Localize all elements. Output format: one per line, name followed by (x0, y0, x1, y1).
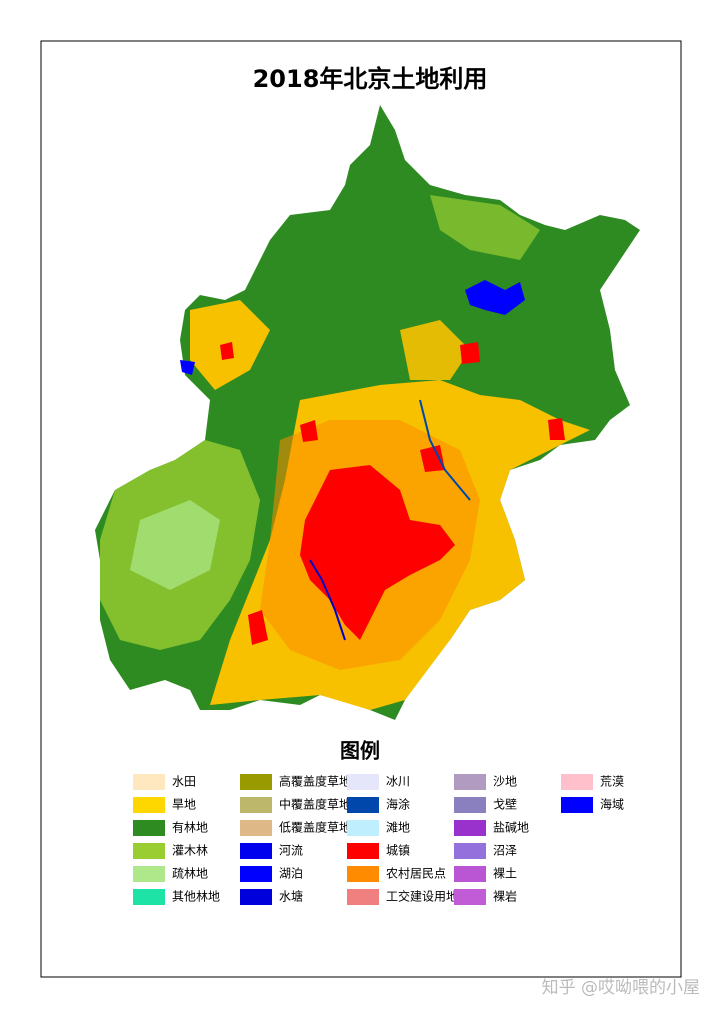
legend-label: 海涂 (386, 797, 410, 812)
legend-swatch (240, 843, 272, 859)
legend-swatch (347, 866, 379, 882)
legend-label: 高覆盖度草地 (279, 774, 351, 789)
legend-title: 图例 (340, 739, 380, 763)
legend-swatch (240, 797, 272, 813)
legend-label: 盐碱地 (493, 821, 529, 835)
legend-swatch (454, 797, 486, 813)
legend-swatch (133, 866, 165, 882)
legend-swatch (240, 866, 272, 882)
legend-label: 工交建设用地 (386, 889, 458, 904)
region-town (548, 418, 565, 440)
legend-swatch (240, 889, 272, 905)
region-north-grass (430, 195, 540, 260)
region-town (220, 342, 234, 360)
legend-label: 裸土 (493, 866, 517, 881)
legend-label: 滩地 (386, 821, 410, 835)
legend-swatch (454, 820, 486, 836)
legend-label: 荒漠 (600, 775, 624, 789)
legend-label: 农村居民点 (386, 867, 446, 881)
legend-label: 其他林地 (172, 890, 220, 904)
legend-label: 有林地 (172, 821, 208, 835)
region-town (420, 445, 445, 472)
legend-swatch (347, 774, 379, 790)
legend-label: 中覆盖度草地 (279, 797, 351, 812)
legend-label: 旱地 (172, 798, 196, 812)
legend-label: 低覆盖度草地 (279, 820, 351, 835)
region-reservoir (180, 360, 195, 375)
watermark: 知乎 @哎呦喂的小屋 (542, 978, 700, 998)
legend-label: 水塘 (279, 889, 303, 904)
legend-swatch (240, 774, 272, 790)
map-title: 2018年北京土地利用 (253, 65, 488, 93)
river (309, 559, 346, 641)
region-city (300, 465, 455, 640)
legend-swatch (133, 774, 165, 790)
legend-label: 戈壁 (493, 797, 517, 812)
legend-label: 河流 (279, 844, 303, 858)
legend-swatch (347, 797, 379, 813)
legend-swatch (240, 820, 272, 836)
legend-swatch (454, 843, 486, 859)
legend-label: 城镇 (386, 844, 410, 858)
region-dryland-north2 (400, 320, 470, 380)
legend-swatch (133, 820, 165, 836)
legend-swatch (347, 820, 379, 836)
legend-label: 湖泊 (279, 866, 303, 881)
map (95, 105, 640, 720)
legend-label: 海域 (600, 797, 624, 812)
region-sparse-forest (130, 500, 220, 590)
legend-swatch (454, 889, 486, 905)
legend-label: 水田 (172, 775, 196, 789)
legend-swatch (347, 889, 379, 905)
legend-label: 沼泽 (493, 844, 517, 858)
legend-label: 疏林地 (172, 866, 208, 881)
legend-label: 沙地 (493, 775, 517, 789)
legend-swatch (133, 797, 165, 813)
frame (40, 40, 682, 978)
legend-swatch (347, 843, 379, 859)
region-town (460, 342, 480, 364)
legend-label: 灌木林 (172, 844, 208, 858)
legend-swatch (561, 797, 593, 813)
legend-swatch (133, 889, 165, 905)
region-town (248, 610, 268, 645)
legend-swatch (454, 774, 486, 790)
river (419, 399, 471, 501)
legend-label: 裸岩 (493, 889, 517, 904)
legend-label: 冰川 (386, 775, 410, 789)
region-reservoir (465, 280, 525, 315)
legend-swatch (133, 843, 165, 859)
legend-swatch (454, 866, 486, 882)
legend-swatch (561, 774, 593, 790)
region-town (300, 420, 318, 442)
